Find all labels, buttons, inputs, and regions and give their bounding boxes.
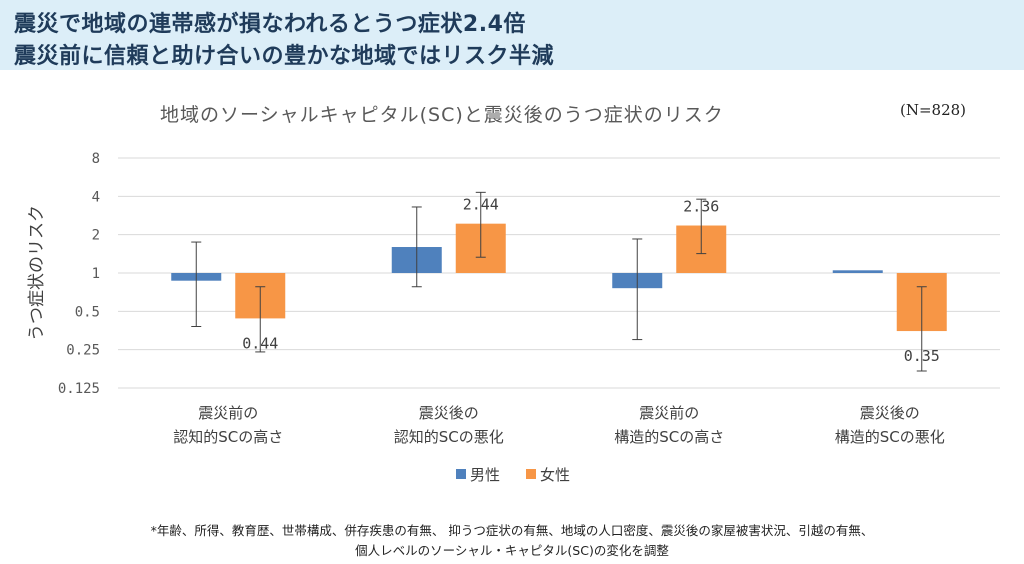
headline-banner: 震災で地域の連帯感が損なわれるとうつ症状2.4倍 震災前に信頼と助け合いの豊かな… [0,0,1024,70]
footnote-line-1: *年齢、所得、教育歴、世帯構成、併存疾患の有無、 抑うつ症状の有無、地域の人口密… [150,523,874,538]
category-label: 認知的SCの高さ [173,428,283,446]
data-label: 0.35 [904,347,940,365]
legend-label: 男性 [470,466,500,484]
headline-line-2: 震災前に信頼と助け合いの豊かな地域ではリスク半減 [14,44,555,69]
y-tick-label: 0.5 [75,304,100,320]
bar-male [832,270,883,273]
y-axis-label: うつ症状のリスク [27,205,47,341]
category-label: 震災前の [639,404,699,422]
bar-chart: 8 4 2 1 0.5 0.25 0.125 うつ症状のリスク 0.44 2.44 2.36 0.35… [27,151,1000,484]
y-tick-label: 8 [92,151,100,167]
category-label: 震災前の [198,404,258,422]
legend-swatch-female [526,469,536,479]
category-label: 構造的SCの悪化 [835,428,945,446]
legend-swatch-male [456,469,466,479]
category-label: 認知的SCの悪化 [394,428,504,446]
legend-label: 女性 [540,466,570,484]
category-label: 構造的SCの高さ [614,428,724,446]
category-label: 震災後の [419,404,479,422]
y-tick-label: 1 [92,266,100,282]
headline-line-1: 震災で地域の連帯感が損なわれるとうつ症状2.4倍 [14,12,526,37]
y-tick-label: 0.25 [66,343,100,359]
y-tick-label: 0.125 [58,381,100,397]
chart-title: 地域のソーシャルキャピタル(SC)と震災後のうつ症状のリスク [160,104,724,126]
sample-size-label: (N=828) [900,101,967,119]
y-tick-label: 4 [92,189,100,205]
footnote-line-2: 個人レベルのソーシャル・キャピタル(SC)の変化を調整 [355,543,669,558]
category-label: 震災後の [860,404,920,422]
data-label: 2.36 [683,198,719,216]
y-tick-label: 2 [92,228,100,244]
data-label: 0.44 [242,334,278,352]
data-label: 2.44 [463,196,499,214]
